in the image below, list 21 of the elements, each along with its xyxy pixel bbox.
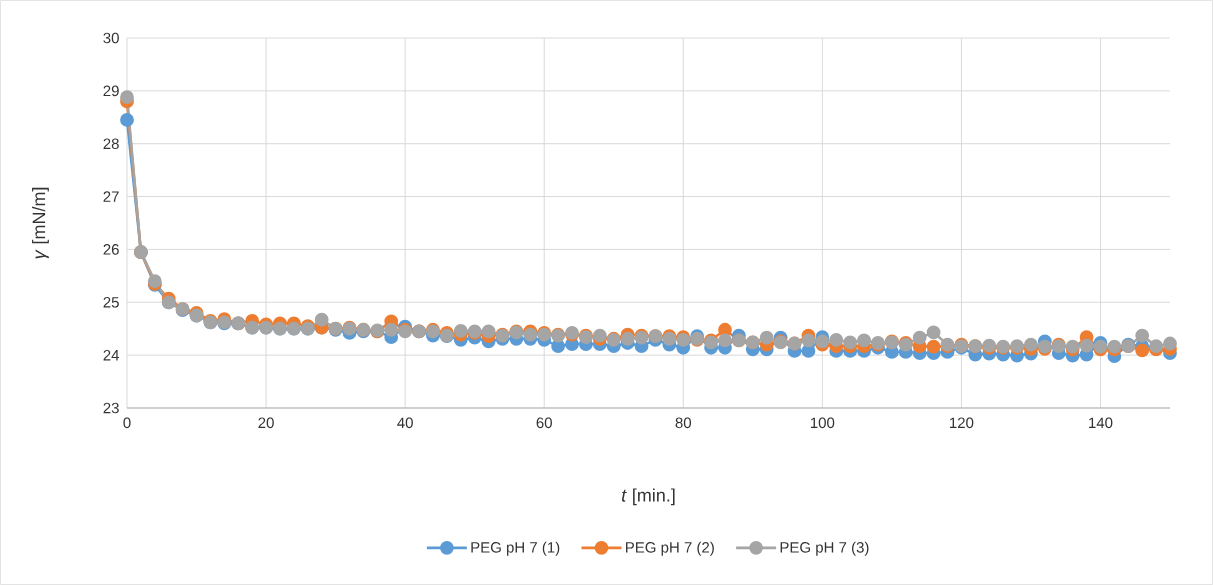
x-tick-label: 80 [675,417,692,429]
y-tick-label: 26 [103,244,119,255]
y-tick-label: 23 [103,402,119,414]
x-tick-label: 140 [1089,417,1113,429]
x-tick-label: 40 [397,417,413,429]
y-axis-title: γ [mN/m] [32,187,49,259]
legend-label: PEG pH 7 (1) [471,541,560,556]
x-tick-label: 60 [536,417,552,429]
x-axis-title: t [min.] [622,488,675,506]
x-tick-label: 20 [258,417,274,429]
legend-label: PEG pH 7 (3) [780,541,869,556]
y-tick-label: 27 [103,191,119,202]
legend-label: PEG pH 7 (2) [626,541,714,556]
x-tick-label: 100 [810,417,835,429]
y-tick-label: 24 [103,349,120,361]
x-tick-label: 120 [950,417,974,429]
y-tick-label: 30 [103,32,119,44]
x-tick-label: 0 [123,417,131,429]
y-tick-label: 25 [103,296,119,308]
y-tick-label: 28 [103,138,119,150]
y-tick-label: 29 [103,85,119,97]
